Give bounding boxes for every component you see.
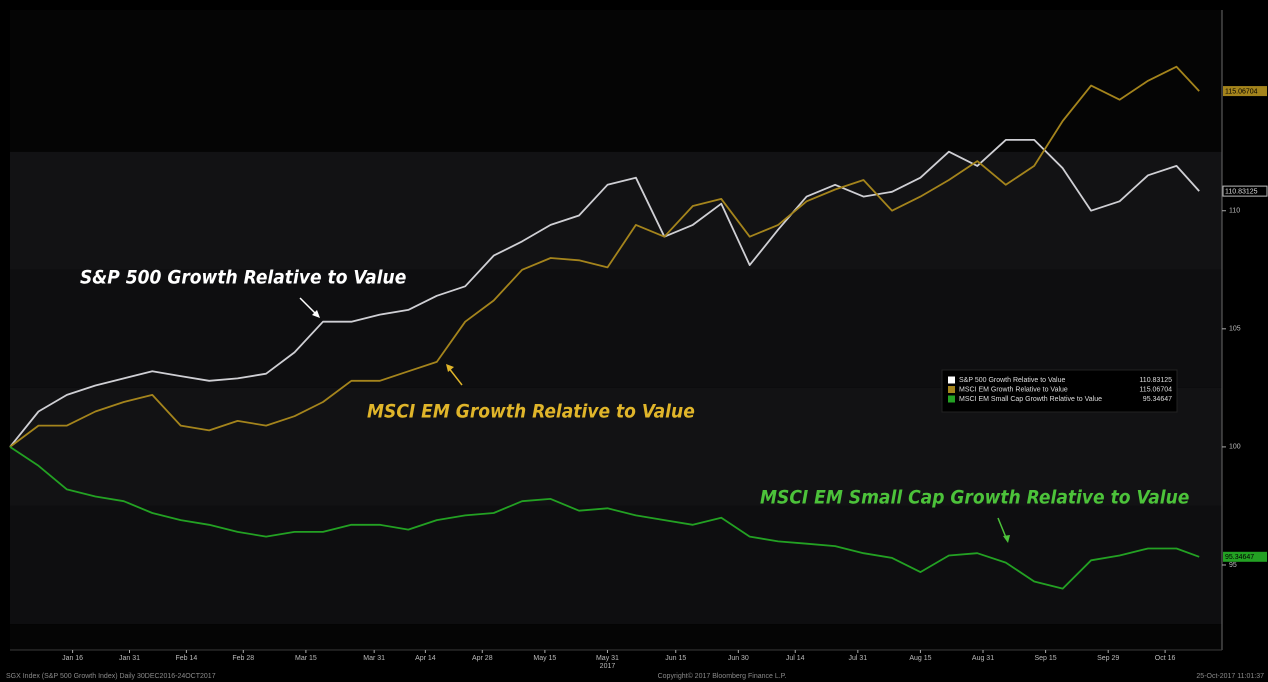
footer-right: 25-Oct-2017 11:01:37 xyxy=(1196,673,1264,680)
lines: 110.83125 115.06704 95.34647 xyxy=(9,65,1268,590)
legend-swatch xyxy=(948,395,955,403)
last-value-label: 115.06704 xyxy=(1225,88,1258,95)
y-tick-label: 105 xyxy=(1229,326,1241,333)
band xyxy=(10,624,1222,650)
legend-swatch xyxy=(948,386,955,393)
annotation: MSCI EM Growth Relative to Value xyxy=(367,401,695,423)
x-tick-label: Mar 31 xyxy=(363,655,385,662)
year-label: 2017 xyxy=(600,663,616,670)
x-tick-label: Feb 28 xyxy=(232,655,254,662)
legend-value: 115.06704 xyxy=(1139,386,1172,393)
x-tick-label: Jul 31 xyxy=(848,655,867,662)
annotation-arrowhead xyxy=(312,310,320,318)
footer-center: Copyright© 2017 Bloomberg Finance L.P. xyxy=(658,672,787,680)
x-tick-label: May 15 xyxy=(533,655,556,662)
y-tick-label: 100 xyxy=(1229,444,1241,451)
x-tick-label: Apr 14 xyxy=(415,655,436,662)
legend-label: MSCI EM Small Cap Growth Relative to Val… xyxy=(959,396,1102,403)
x-tick-label: Aug 15 xyxy=(909,655,931,662)
annotation-arrowhead xyxy=(446,364,454,372)
annotation-arrowhead xyxy=(1003,535,1010,543)
x-tick-label: Jan 16 xyxy=(62,655,83,662)
bands xyxy=(10,10,1222,650)
x-tick-label: Oct 16 xyxy=(1155,655,1176,662)
x-tick-label: May 31 xyxy=(596,655,619,662)
x-tick-label: Sep 15 xyxy=(1035,655,1057,662)
last-value-tag xyxy=(1222,185,1268,197)
last-value-tag xyxy=(1223,86,1267,97)
series-line xyxy=(9,65,1200,448)
legend-value: 95.34647 xyxy=(1143,396,1172,403)
y-tick-label: 95 xyxy=(1229,562,1237,569)
x-tick-label: Apr 28 xyxy=(472,655,493,662)
annotation: MSCI EM Small Cap Growth Relative to Val… xyxy=(760,487,1189,509)
x-tick-label: Mar 15 xyxy=(295,655,317,662)
x-tick-label: Jun 15 xyxy=(665,655,686,662)
x-tick-label: Sep 29 xyxy=(1097,655,1119,662)
x-tick-label: Aug 31 xyxy=(972,655,994,662)
band xyxy=(10,269,1222,388)
legend: S&P 500 Growth Relative to Value 110.8312… xyxy=(941,369,1178,413)
legend-swatch xyxy=(948,376,955,384)
band xyxy=(10,151,1222,270)
axes: 95 100 105 110 Jan 16 Jan 31 Feb 14 Feb 28 Mar 1… xyxy=(10,10,1241,670)
x-tick-label: Jun 30 xyxy=(728,655,749,662)
legend-value: 110.83125 xyxy=(1139,377,1172,384)
band xyxy=(10,505,1222,625)
legend-label: MSCI EM Growth Relative to Value xyxy=(959,386,1068,393)
series-line xyxy=(9,139,1200,448)
last-value-label: 110.83125 xyxy=(1225,188,1258,195)
series-line xyxy=(9,446,1200,590)
x-tick-label: Jul 14 xyxy=(786,655,805,662)
footer-left: SGX Index (S&P 500 Growth Index) Daily 3… xyxy=(6,673,216,680)
x-tick-label: Jan 31 xyxy=(119,655,140,662)
legend-box xyxy=(941,369,1178,413)
last-value-tag xyxy=(1223,551,1267,562)
x-tick-label: Feb 14 xyxy=(175,655,197,662)
legend-label: S&P 500 Growth Relative to Value xyxy=(959,377,1065,384)
band xyxy=(10,10,1222,152)
annotation: S&P 500 Growth Relative to Value xyxy=(80,267,406,289)
y-tick-label: 110 xyxy=(1229,208,1240,215)
last-value-label: 95.34647 xyxy=(1225,554,1254,561)
